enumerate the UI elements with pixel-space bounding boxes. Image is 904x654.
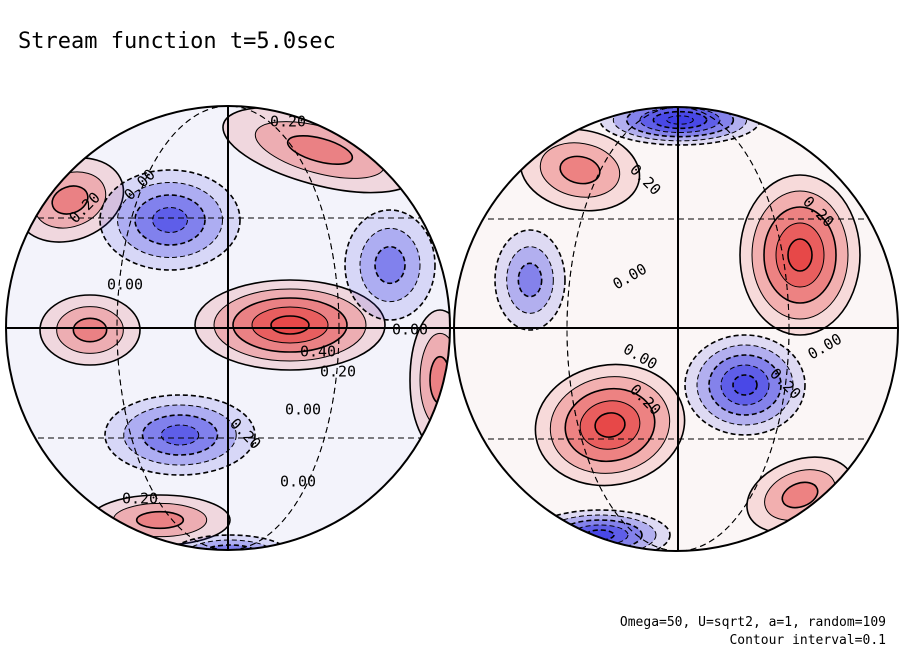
contour-region	[344, 209, 436, 321]
contour-region	[594, 412, 626, 438]
contour-region	[160, 424, 200, 446]
chart-title: Stream function t=5.0sec	[18, 29, 336, 54]
contour-region	[199, 544, 261, 550]
contour-region	[517, 262, 543, 298]
contour-region	[781, 481, 819, 509]
annotation: Contour interval=0.1	[729, 633, 886, 648]
contour-region	[270, 315, 310, 335]
contour-region	[286, 135, 354, 165]
contour-region	[494, 229, 566, 331]
contour-label: 0.00	[107, 276, 143, 294]
contour-region	[359, 227, 421, 303]
contour-region	[666, 115, 694, 125]
contour-region	[152, 207, 188, 233]
contour-label: 0.20	[270, 113, 306, 131]
contour-region	[214, 549, 246, 550]
contour-label: 0.00	[280, 473, 316, 491]
contour-label: 0.20	[122, 490, 158, 508]
contour-region	[56, 306, 124, 354]
contour-region	[51, 185, 89, 215]
contour-region	[506, 246, 554, 314]
contour-region	[787, 238, 813, 272]
contour-region	[72, 317, 108, 343]
contour-region	[732, 374, 758, 396]
contour-region	[539, 142, 621, 198]
contour-region	[135, 510, 185, 530]
annotation: Omega=50, U=sqrt2, a=1, random=109	[620, 615, 886, 630]
contour-region	[184, 539, 276, 550]
contour-label: 0.00	[285, 401, 321, 419]
contour-region	[374, 245, 406, 285]
contour-label: 0.00	[392, 321, 428, 339]
contour-label: 0.20	[320, 363, 356, 381]
contour-region	[39, 294, 141, 366]
contour-label: 0.40	[300, 343, 336, 361]
contour-region	[559, 155, 601, 185]
contour-region	[169, 534, 291, 550]
